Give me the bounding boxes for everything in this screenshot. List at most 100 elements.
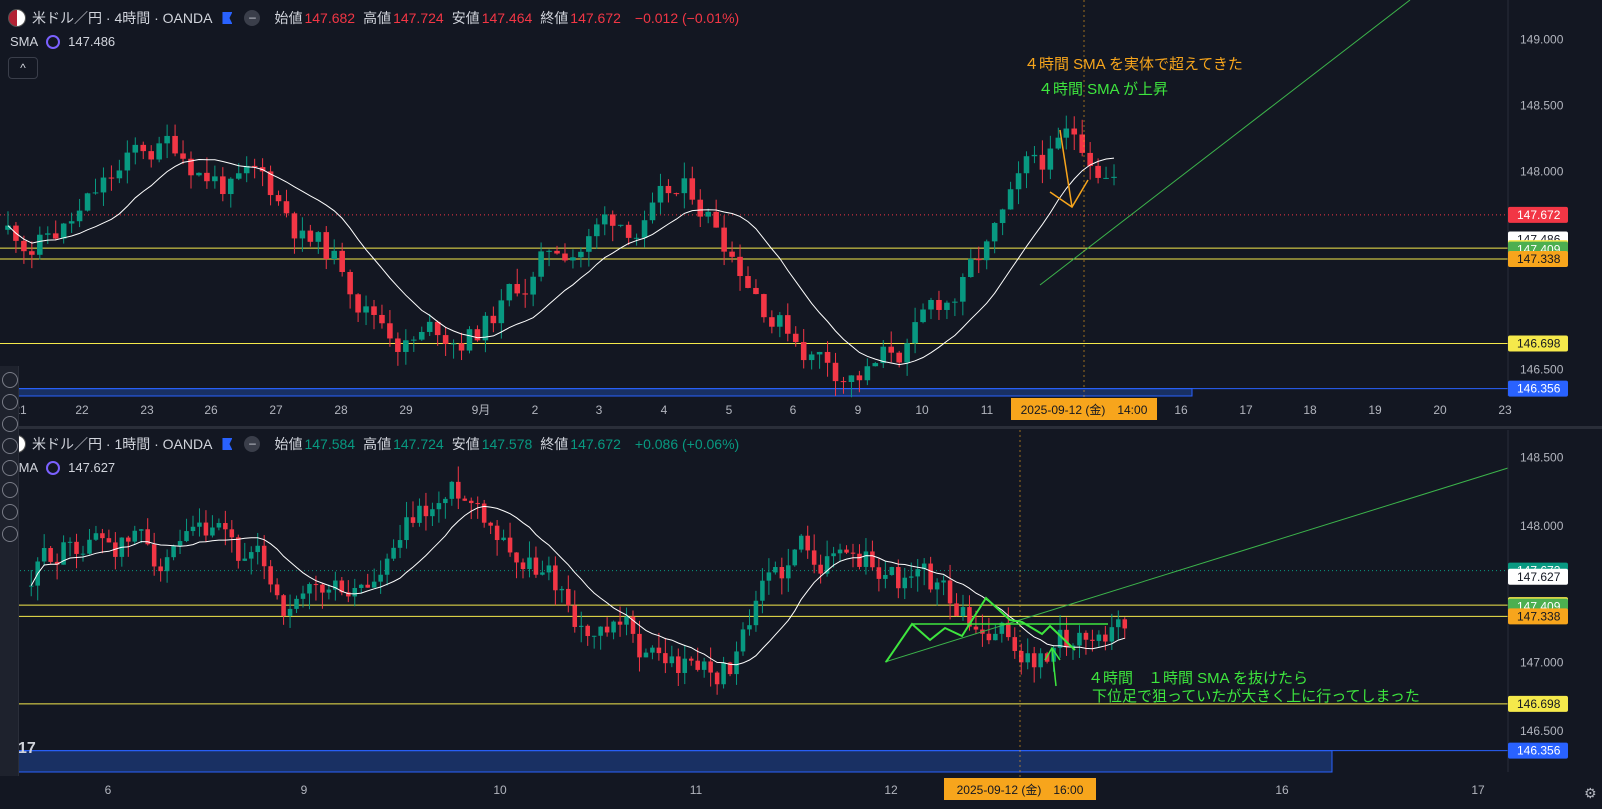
- candle-body: [594, 224, 600, 237]
- more-tools-icon[interactable]: [2, 372, 18, 388]
- top-symbol-title[interactable]: 米ドル／円 · 4時間 · OANDA: [32, 10, 213, 26]
- candle-body: [766, 572, 772, 581]
- candle-body: [1012, 637, 1018, 651]
- candle-body: [832, 362, 839, 382]
- candle-body: [1096, 634, 1102, 641]
- price-tag-label: 147.627: [1517, 570, 1561, 584]
- candle-body: [1116, 619, 1121, 628]
- bottom-symbol-title[interactable]: 米ドル／円 · 1時間 · OANDA: [32, 436, 213, 452]
- candle-body: [100, 533, 105, 539]
- candle-body: [973, 626, 979, 630]
- candle-body: [657, 185, 664, 203]
- collapse-legend-button[interactable]: ^: [8, 57, 38, 79]
- candle-body: [649, 202, 656, 221]
- candle-body: [572, 605, 578, 627]
- candle-body: [294, 598, 299, 609]
- candle-body: [540, 572, 545, 575]
- candle-body: [371, 581, 377, 588]
- flag-marker-icon[interactable]: [222, 12, 233, 24]
- candle-body: [411, 339, 417, 341]
- eye-icon[interactable]: [2, 504, 18, 520]
- candle-body: [1018, 650, 1024, 663]
- left-drawing-toolbar[interactable]: [0, 366, 19, 776]
- candle-body: [617, 224, 624, 226]
- candle-body: [300, 593, 306, 599]
- candle-body: [831, 553, 836, 557]
- candle-body: [598, 626, 603, 636]
- candle-body: [227, 178, 234, 195]
- x-tick-label: 9: [855, 403, 862, 417]
- candle-body: [681, 178, 688, 194]
- trendline-icon[interactable]: [2, 438, 18, 454]
- candle-body: [363, 306, 369, 313]
- candle-body: [423, 505, 429, 517]
- flag-marker-icon[interactable]: [222, 438, 233, 450]
- hide-legend-icon[interactable]: –: [244, 436, 261, 452]
- candle-body: [798, 535, 804, 550]
- usdjpy-flag-icon: [8, 9, 26, 27]
- candle-body: [384, 558, 390, 575]
- candle-body: [637, 633, 642, 658]
- candle-body: [339, 250, 345, 272]
- candle-body: [404, 517, 409, 541]
- annotation-green-note: ４時間 SMA が上昇: [1038, 81, 1168, 98]
- candle-body: [553, 565, 558, 591]
- candle-body: [786, 565, 791, 579]
- candle-body: [986, 633, 992, 641]
- ohlc-key: 高値: [363, 436, 392, 452]
- candle-body: [740, 629, 746, 652]
- cursor-icon[interactable]: [2, 416, 18, 432]
- candle-body: [37, 234, 43, 255]
- sma-refresh-icon: [46, 460, 61, 475]
- candle-body: [100, 177, 107, 193]
- candle-body: [197, 522, 202, 527]
- candle-body: [1038, 653, 1043, 668]
- candle-body: [151, 544, 157, 567]
- candle-body: [650, 647, 655, 653]
- candle-body: [880, 346, 887, 364]
- y-tick-label: 146.500: [1520, 363, 1564, 377]
- hide-legend-icon[interactable]: –: [244, 10, 261, 26]
- candle-body: [395, 338, 401, 352]
- candle-body: [1051, 647, 1056, 662]
- candle-body: [1103, 177, 1109, 179]
- candle-body: [52, 233, 59, 239]
- candle-body: [339, 580, 345, 593]
- settings-gear-icon[interactable]: ⚙: [1584, 785, 1597, 801]
- candle-body: [1055, 137, 1062, 149]
- candle-body: [729, 251, 735, 257]
- candle-body: [507, 537, 513, 553]
- candle-body: [983, 241, 990, 261]
- candle-body: [673, 193, 680, 195]
- candle-body: [753, 287, 759, 295]
- candle-body: [108, 177, 115, 179]
- collapse-arrow-icon[interactable]: [2, 394, 18, 410]
- candle-body: [196, 172, 202, 176]
- lock-icon[interactable]: [2, 482, 18, 498]
- y-tick-label: 148.500: [1520, 99, 1564, 113]
- candle-body: [5, 225, 11, 230]
- trash-icon[interactable]: [2, 526, 18, 542]
- candle-body: [870, 551, 875, 568]
- candle-body: [530, 276, 536, 295]
- candle-body: [896, 352, 902, 363]
- price-tag: [1508, 742, 1568, 759]
- candle-body: [753, 600, 759, 626]
- sma-line: [7, 157, 1115, 366]
- top-change: −0.012 (−0.01%): [634, 10, 740, 26]
- candle-body: [475, 503, 480, 505]
- x-tick-label: 3: [596, 403, 603, 417]
- top-sma-legend[interactable]: SMA 147.486: [10, 34, 115, 49]
- candle-body: [714, 672, 720, 685]
- candle-body: [434, 321, 441, 336]
- candle-body: [113, 542, 118, 557]
- magnet-icon[interactable]: [2, 460, 18, 476]
- candle-body: [721, 227, 727, 252]
- candle-body: [204, 172, 210, 182]
- x-tick-label: 9月: [472, 403, 491, 417]
- bottom-sma-legend[interactable]: SMA 147.627: [10, 460, 115, 475]
- candle-body: [323, 232, 330, 260]
- candle-body: [697, 199, 704, 217]
- candle-body: [506, 284, 513, 301]
